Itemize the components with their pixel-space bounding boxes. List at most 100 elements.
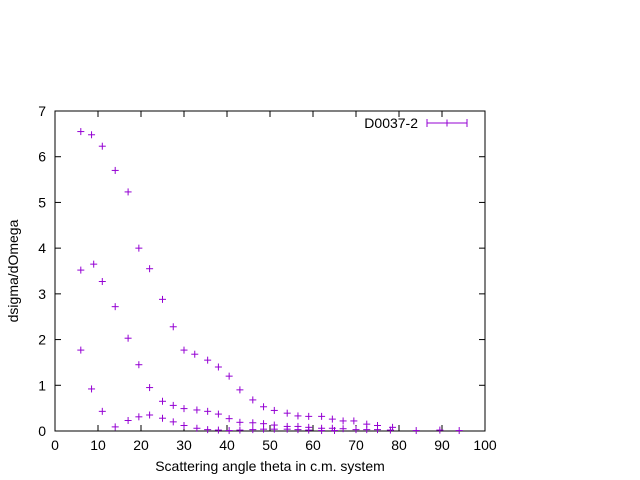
y-tick-label: 2 [38, 332, 46, 348]
data-point [225, 427, 233, 435]
data-point [305, 426, 313, 434]
data-point [77, 128, 85, 136]
x-tick-label: 40 [219, 437, 235, 453]
data-point [374, 426, 381, 434]
data-point [270, 406, 278, 414]
y-tick-label: 0 [38, 423, 46, 439]
data-point [339, 425, 347, 433]
data-point [77, 266, 85, 274]
data-point [159, 295, 166, 303]
data-point [146, 411, 154, 419]
data-point [305, 412, 313, 420]
data-point [249, 396, 257, 404]
data-point [193, 406, 201, 414]
x-tick-label: 30 [176, 437, 192, 453]
data-point [146, 265, 154, 273]
data-point [98, 407, 106, 415]
data-point [352, 426, 360, 434]
axis-ticks [54, 110, 486, 432]
legend: D0037-2 [364, 115, 468, 131]
data-point [260, 403, 268, 411]
data-point [169, 418, 177, 426]
data-point [331, 427, 338, 435]
y-tick-label: 7 [38, 103, 46, 119]
data-point [111, 423, 119, 431]
data-point [294, 426, 302, 434]
data-point [236, 386, 244, 394]
data-point [283, 425, 291, 433]
data-point [180, 422, 188, 430]
x-tick-label: 10 [90, 437, 106, 453]
data-point [455, 427, 463, 435]
data-point [180, 346, 188, 354]
data-point [98, 142, 106, 150]
data-point [98, 278, 106, 286]
data-point [236, 418, 244, 426]
data-point [318, 427, 326, 435]
data-point [386, 426, 394, 434]
data-point [294, 412, 302, 420]
data-point [436, 426, 444, 434]
y-tick-label: 3 [38, 286, 46, 302]
data-point [283, 409, 291, 417]
y-axis-label: dsigma/dOmega [5, 219, 21, 322]
y-tick-label: 5 [38, 194, 46, 210]
data-point [169, 401, 177, 409]
x-tick-label: 100 [473, 437, 497, 453]
data-point [90, 260, 98, 268]
data-point [159, 397, 166, 405]
x-tick-label: 70 [348, 437, 364, 453]
data-point [180, 405, 188, 413]
data-point [318, 412, 326, 420]
data-point [193, 424, 201, 432]
plot-frame [54, 110, 486, 432]
data-point [236, 426, 244, 434]
data-points [77, 128, 463, 435]
data-point [146, 384, 154, 392]
data-point [111, 166, 119, 174]
data-point [124, 334, 132, 342]
data-point [135, 413, 143, 421]
data-point [111, 303, 119, 311]
data-point [225, 372, 233, 380]
data-point [350, 417, 358, 425]
data-point [135, 361, 143, 369]
x-tick-label: 50 [262, 437, 278, 453]
data-point [191, 350, 199, 358]
data-point [124, 188, 132, 196]
x-tick-label: 90 [434, 437, 450, 453]
data-point [135, 244, 143, 252]
legend-sample [426, 119, 468, 127]
data-point [249, 426, 257, 434]
data-point [124, 416, 132, 424]
data-point [88, 131, 96, 139]
y-tick-label: 1 [38, 377, 46, 393]
data-point [214, 426, 222, 434]
data-point [270, 425, 278, 433]
data-point [204, 356, 212, 364]
x-tick-label: 80 [391, 437, 407, 453]
data-point [88, 385, 96, 393]
legend-label: D0037-2 [364, 115, 418, 131]
data-point [204, 407, 212, 415]
data-point [339, 417, 347, 425]
data-point [260, 425, 268, 433]
x-tick-label: 20 [133, 437, 149, 453]
data-point [249, 419, 257, 427]
data-point [225, 415, 233, 423]
data-point [214, 410, 222, 418]
data-point [412, 427, 420, 435]
x-tick-label: 60 [305, 437, 321, 453]
data-point [77, 346, 85, 354]
y-tick-label: 4 [38, 240, 46, 256]
axis-tick-labels: 0 10 20 30 40 50 60 70 80 90 100 0 1 2 3 4 5 6 7 [38, 103, 497, 453]
data-point [204, 426, 212, 434]
data-point [328, 415, 336, 423]
data-point [159, 414, 166, 422]
y-tick-label: 6 [38, 149, 46, 165]
x-axis-label: Scattering angle theta in c.m. system [155, 458, 385, 474]
x-tick-label: 0 [51, 437, 59, 453]
data-point [363, 426, 371, 434]
data-point [214, 363, 222, 371]
